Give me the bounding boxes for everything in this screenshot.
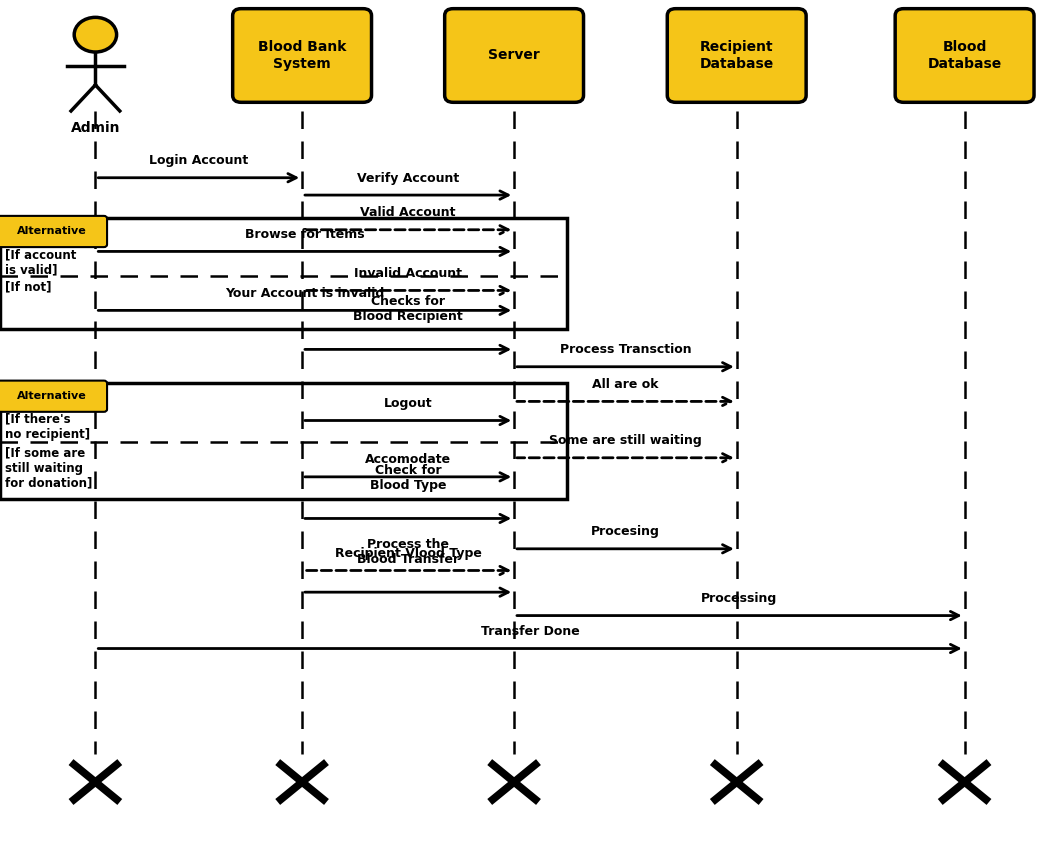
Text: All are ok: All are ok: [593, 378, 658, 391]
Text: [If account
is valid]: [If account is valid]: [5, 248, 76, 276]
Text: Browse for Items: Browse for Items: [245, 228, 365, 241]
Text: Recipient
Database: Recipient Database: [700, 41, 774, 70]
Text: Recipient Vlood Type: Recipient Vlood Type: [335, 547, 481, 560]
Text: Blood
Database: Blood Database: [928, 41, 1002, 70]
Text: Blood Bank
System: Blood Bank System: [258, 41, 347, 70]
FancyBboxPatch shape: [232, 9, 371, 102]
FancyBboxPatch shape: [895, 9, 1035, 102]
Text: [If not]: [If not]: [5, 280, 52, 293]
Text: Process the
Blood Transfer: Process the Blood Transfer: [357, 538, 459, 566]
Bar: [0, 383, 567, 499]
Circle shape: [74, 17, 117, 52]
Text: Invalid Account: Invalid Account: [354, 267, 462, 280]
Text: Alternative: Alternative: [17, 226, 87, 237]
Text: Alternative: Alternative: [17, 391, 87, 401]
FancyBboxPatch shape: [668, 9, 806, 102]
Text: Server: Server: [489, 49, 540, 62]
Text: Checks for
Blood Recipient: Checks for Blood Recipient: [353, 296, 463, 323]
FancyBboxPatch shape: [445, 9, 583, 102]
Text: Verify Account: Verify Account: [357, 172, 459, 185]
Text: Transfer Done: Transfer Done: [480, 625, 580, 638]
Text: Valid Account: Valid Account: [360, 206, 456, 219]
Text: [If some are
still waiting
for donation]: [If some are still waiting for donation]: [5, 447, 92, 490]
Text: Logout: Logout: [384, 397, 432, 410]
FancyBboxPatch shape: [0, 216, 107, 247]
Text: Process Transction: Process Transction: [560, 343, 691, 356]
Text: Accomodate: Accomodate: [365, 453, 452, 466]
Text: Procesing: Procesing: [591, 525, 659, 538]
Text: Some are still waiting: Some are still waiting: [549, 434, 702, 447]
Text: Admin: Admin: [71, 121, 120, 135]
Bar: [0, 218, 567, 329]
Text: [If there's
no recipient]: [If there's no recipient]: [5, 413, 90, 440]
FancyBboxPatch shape: [0, 381, 107, 412]
Text: Check for
Blood Type: Check for Blood Type: [370, 465, 446, 492]
Text: Login Account: Login Account: [149, 154, 248, 167]
Text: Your Account is invalid: Your Account is invalid: [225, 287, 385, 300]
Text: Processing: Processing: [702, 592, 777, 605]
